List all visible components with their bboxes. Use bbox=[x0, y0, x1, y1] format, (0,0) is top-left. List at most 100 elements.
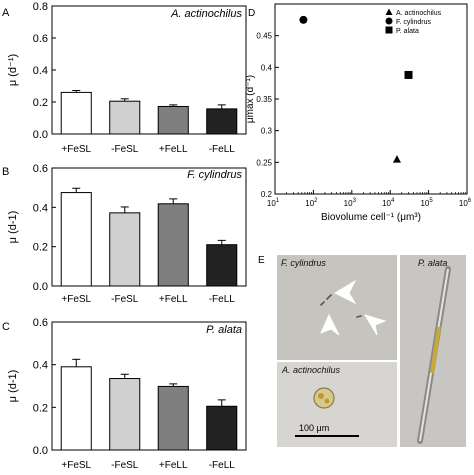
x-tick-label: 106 bbox=[459, 198, 472, 208]
bar-chart-c: C P. alata 0.0 0.2 0.4 0.6 μ (d-1) +FeSL -FeSL… bbox=[2, 317, 247, 471]
diatom-cell-icon bbox=[356, 315, 362, 318]
legend-label-p-alata: P. alata bbox=[396, 28, 419, 35]
x-tick-exponent: 3 bbox=[353, 198, 357, 204]
legend-marker-p-alata bbox=[385, 26, 393, 34]
micrograph-p-alata: P. alata bbox=[400, 255, 466, 447]
arrowhead-icon bbox=[363, 314, 387, 336]
y-tick-label: 0.0 bbox=[33, 445, 48, 457]
y-tick-label: 0.35 bbox=[256, 95, 272, 104]
panel-label-a: A bbox=[2, 7, 10, 19]
bar-fell bbox=[206, 244, 238, 287]
x-tick-label: -FeSL bbox=[111, 294, 139, 305]
y-tick-label: 0.4 bbox=[261, 63, 273, 72]
panel-label-d: D bbox=[248, 8, 255, 19]
legend-label-a-actinochilus: A. actinochilus bbox=[396, 10, 442, 17]
x-tick-label: +FeLL bbox=[159, 460, 188, 471]
y-tick-label: 0.0 bbox=[33, 129, 48, 141]
arrowhead-markers bbox=[320, 279, 387, 336]
legend-label-f-cylindrus: F. cylindrus bbox=[396, 19, 432, 26]
bar-fell bbox=[206, 405, 238, 451]
legend-marker-a-actinochilus bbox=[385, 8, 393, 15]
y-tick-label: 0.0 bbox=[33, 281, 48, 293]
bar-fell bbox=[157, 385, 189, 451]
y-tick-label: 0.6 bbox=[33, 33, 48, 45]
micrograph-label-f-cylindrus: F. cylindrus bbox=[281, 258, 326, 268]
scatter-chart-d: D 0.2 0.25 0.3 0.35 0.4 0.45 101 102 103 104 105 10… bbox=[245, 3, 472, 223]
chloroplast-band bbox=[430, 326, 441, 374]
y-axis-label: μ (d-1) bbox=[7, 211, 19, 244]
x-tick-exponent: 1 bbox=[276, 198, 280, 204]
legend-marker-f-cylindrus bbox=[385, 17, 393, 25]
chart-title-a: A. actinochilus bbox=[170, 8, 242, 20]
bar-fell bbox=[206, 108, 238, 135]
bar-fell bbox=[157, 105, 189, 135]
y-tick-label: 0.2 bbox=[33, 242, 48, 254]
x-tick-label: 103 bbox=[344, 198, 357, 208]
bar-chart-b: B F. cylindrus 0.0 0.2 0.4 0.6 μ (d-1) +FeSL -… bbox=[2, 163, 247, 305]
bar-fesl bbox=[60, 91, 92, 135]
y-axis-label: μ (d⁻¹) bbox=[7, 54, 19, 86]
point-a-actinochilus bbox=[392, 155, 401, 163]
x-tick-label: -FeLL bbox=[209, 460, 236, 471]
y-tick-label: 0.25 bbox=[256, 158, 272, 167]
x-tick-label: -FeSL bbox=[111, 460, 139, 471]
panel-label-c: C bbox=[2, 321, 10, 333]
y-tick-label: 0.4 bbox=[33, 360, 48, 372]
plot-frame bbox=[51, 167, 247, 287]
x-tick-label: +FeLL bbox=[159, 294, 188, 305]
bar-fesl bbox=[109, 100, 141, 135]
y-tick-label: 0.2 bbox=[33, 97, 48, 109]
y-tick-label: 0.2 bbox=[261, 190, 273, 199]
x-axis-label: Biovolume cell⁻¹ (μm³) bbox=[321, 212, 421, 223]
micrograph-f-cylindrus: F. cylindrus bbox=[277, 255, 397, 360]
x-tick-label: +FeSL bbox=[61, 144, 91, 155]
panel-label-e: E bbox=[258, 255, 265, 266]
x-tick-label: +FeSL bbox=[61, 460, 91, 471]
bar-fesl bbox=[109, 212, 141, 287]
x-tick-exponent: 2 bbox=[314, 198, 318, 204]
x-tick-exponent: 4 bbox=[391, 198, 395, 204]
chloroplast-icon bbox=[318, 393, 324, 399]
arrowhead-icon bbox=[333, 279, 357, 305]
plot-frame bbox=[51, 321, 247, 451]
x-tick-exponent: 6 bbox=[468, 198, 472, 204]
x-tick-label: -FeLL bbox=[209, 294, 236, 305]
bar-fesl bbox=[109, 378, 141, 451]
micrograph-a-actinochilus: A. actinochilus 100 μm bbox=[277, 362, 397, 447]
x-tick-label: +FeSL bbox=[61, 294, 91, 305]
diatom-cell-icon bbox=[326, 294, 332, 300]
diatom-cell-icon bbox=[313, 387, 335, 409]
point-p-alata bbox=[404, 70, 413, 79]
x-tick-label: 104 bbox=[382, 198, 395, 208]
x-tick-label: +FeLL bbox=[159, 144, 188, 155]
y-tick-label: 0.45 bbox=[256, 32, 272, 41]
y-axis-label: μ (d-1) bbox=[7, 370, 19, 403]
y-tick-label: 0.6 bbox=[33, 317, 48, 329]
y-tick-label: 0.8 bbox=[33, 1, 48, 13]
micrograph-label-p-alata: P. alata bbox=[418, 258, 448, 268]
y-axis-label: μmax (d⁻¹) bbox=[245, 75, 256, 123]
panel-label-b: B bbox=[2, 166, 9, 178]
x-tick-label: -FeLL bbox=[209, 144, 236, 155]
bar-fesl bbox=[60, 366, 92, 451]
bar-fell bbox=[157, 203, 189, 287]
chart-title-b: F. cylindrus bbox=[187, 169, 242, 181]
y-tick-label: 0.3 bbox=[261, 127, 273, 136]
y-tick-label: 0.4 bbox=[33, 202, 48, 214]
y-tick-label: 0.2 bbox=[33, 402, 48, 414]
arrowhead-icon bbox=[320, 313, 340, 336]
y-tick-label: 0.4 bbox=[33, 65, 48, 77]
x-tick-label: 101 bbox=[267, 198, 280, 208]
x-tick-label: 102 bbox=[305, 198, 318, 208]
diatom-cell-icon bbox=[320, 301, 325, 306]
chart-title-c: P. alata bbox=[206, 324, 242, 336]
x-tick-exponent: 5 bbox=[429, 198, 433, 204]
bar-chart-a: A A. actinochilus 0.0 0.2 0.4 0.6 0.8 μ (d⁻¹)… bbox=[2, 1, 247, 155]
y-tick-label: 0.6 bbox=[33, 163, 48, 175]
bar-fesl bbox=[60, 192, 92, 287]
plot-frame bbox=[274, 3, 468, 195]
micrograph-label-a-actinochilus: A. actinochilus bbox=[282, 365, 341, 375]
scale-bar-label: 100 μm bbox=[299, 423, 330, 433]
point-f-cylindrus bbox=[299, 15, 308, 24]
